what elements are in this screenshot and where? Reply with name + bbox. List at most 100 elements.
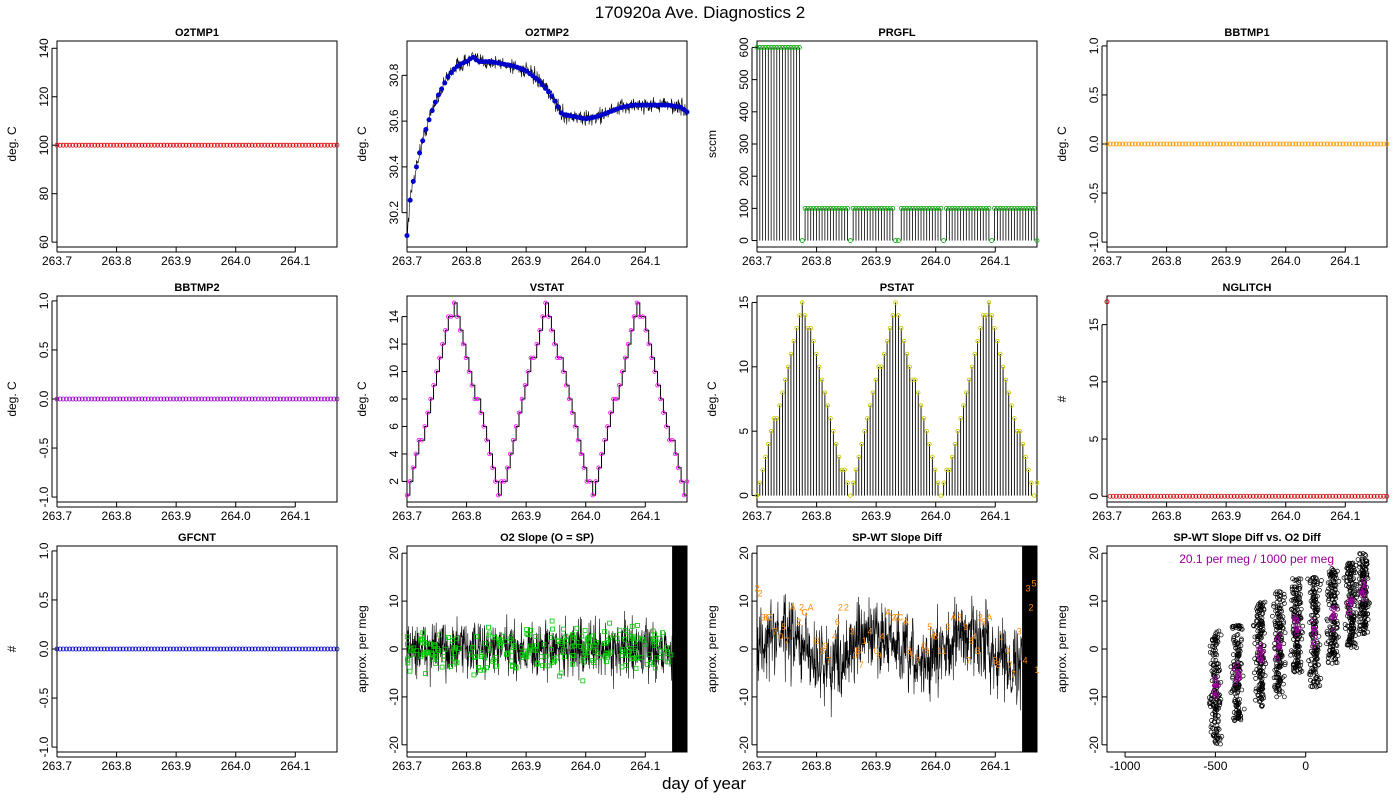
data-point [76, 142, 82, 148]
data-point [538, 654, 544, 660]
data-point [67, 142, 72, 148]
data-point [961, 403, 966, 408]
data-point [1009, 205, 1014, 211]
data-point [1326, 602, 1332, 608]
data-point [1309, 666, 1315, 671]
data-point [830, 205, 836, 211]
x-tick-label: 263.7 [1092, 254, 1122, 268]
data-point [619, 652, 625, 658]
data-point [570, 661, 576, 667]
data-point [114, 646, 120, 652]
data-point [555, 355, 560, 360]
data-point [819, 205, 825, 211]
data-point [1291, 591, 1297, 596]
data-point [952, 205, 958, 211]
data-point [404, 233, 410, 239]
data-point [487, 451, 492, 457]
data-point [833, 205, 839, 211]
data-point [255, 396, 261, 402]
data-point [246, 396, 252, 402]
data-point [152, 646, 157, 652]
data-point [265, 142, 271, 148]
data-point [664, 424, 669, 429]
data-point [543, 300, 548, 306]
data-point [1347, 561, 1352, 567]
data-point [1017, 428, 1023, 434]
data-point [1263, 493, 1269, 499]
plot-title: NGLITCH [1223, 282, 1272, 294]
data-point [196, 646, 201, 652]
data-point [205, 396, 211, 402]
data-point [328, 646, 334, 652]
data-point [1139, 141, 1145, 147]
data-point [436, 648, 441, 653]
plot-title: O2TMP2 [525, 27, 569, 39]
data-point [1289, 648, 1294, 654]
data-point [904, 205, 910, 211]
data-point [1343, 493, 1348, 499]
data-point [1296, 141, 1302, 147]
data-point [592, 649, 598, 654]
data-point [602, 437, 607, 443]
data-point [303, 142, 308, 148]
data-point [1254, 606, 1260, 612]
data-point [628, 646, 634, 651]
data-point [921, 416, 927, 421]
data-point [440, 653, 446, 659]
data-point [1155, 493, 1161, 499]
y-axis-label: approx. per meg [1055, 605, 1069, 692]
x-tick-label: 264.0 [221, 759, 251, 773]
data-point [1325, 655, 1331, 661]
data-point [171, 142, 176, 148]
data-point [334, 646, 340, 652]
data-point [1271, 141, 1277, 147]
data-point [315, 646, 321, 652]
data-point [604, 640, 610, 645]
data-label: 7 [1011, 670, 1016, 680]
data-point [1207, 643, 1213, 649]
data-point [1346, 493, 1352, 499]
data-point [955, 428, 961, 434]
data-point [1327, 493, 1332, 499]
data-point [975, 338, 980, 344]
data-point [1012, 416, 1017, 421]
x-tick-label: 263.9 [511, 509, 541, 523]
data-point [1288, 493, 1294, 499]
data-point [1359, 556, 1365, 562]
data-point [1026, 467, 1031, 473]
data-point [82, 142, 88, 148]
data-point [418, 652, 424, 658]
data-point [325, 646, 330, 652]
data-point [426, 117, 432, 123]
data-point [54, 646, 60, 652]
y-tick-label: 12 [387, 337, 401, 351]
data-label: B [814, 636, 820, 646]
data-point [284, 646, 290, 652]
data-point [856, 454, 862, 460]
data-point [1231, 637, 1236, 643]
data-point [1358, 551, 1363, 557]
data-label: 9 [963, 622, 968, 632]
data-label: 4 [930, 631, 935, 641]
data-point [1353, 141, 1358, 147]
data-point [1371, 493, 1377, 499]
regression-point [1294, 622, 1300, 628]
data-point [1292, 642, 1298, 648]
data-point [1003, 205, 1009, 211]
figure-title: 170920a Ave. Diagnostics 2 [594, 3, 806, 22]
data-point [259, 396, 264, 402]
data-point [1331, 594, 1337, 599]
data-point [1255, 628, 1261, 634]
data-point [822, 390, 828, 395]
data-point [907, 364, 912, 370]
data-point [845, 480, 850, 485]
data-point [935, 480, 941, 485]
data-point [566, 396, 572, 402]
data-point [1308, 669, 1314, 675]
data-point [1361, 629, 1366, 635]
data-point [555, 104, 561, 110]
data-point [237, 646, 242, 652]
data-point [277, 396, 283, 402]
data-point [315, 142, 321, 148]
data-point [1206, 695, 1212, 701]
